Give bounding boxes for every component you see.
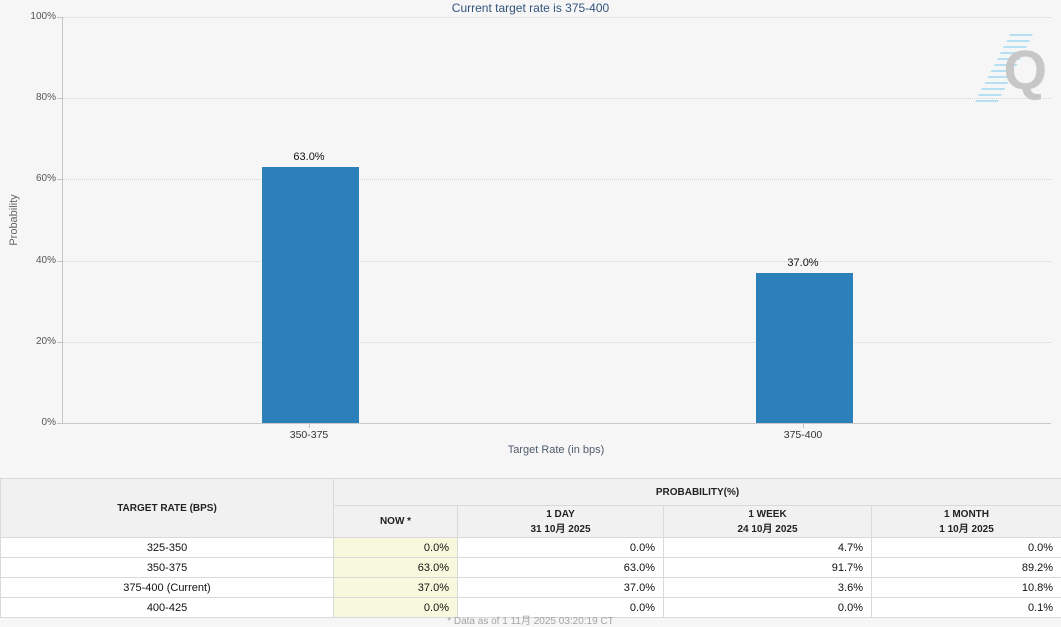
gridline	[63, 179, 1051, 180]
rate-cell: 350-375	[1, 558, 334, 578]
y-tick-mark	[57, 17, 62, 18]
value-cell: 63.0%	[458, 558, 664, 578]
value-cell: 4.7%	[664, 538, 872, 558]
bar-value-label: 37.0%	[787, 257, 818, 269]
rate-cell: 375-400 (Current)	[1, 578, 334, 598]
value-cell: 37.0%	[458, 578, 664, 598]
chart-title: Current target rate is 375-400	[0, 1, 1061, 15]
quikstrike-watermark: Q	[973, 34, 1049, 110]
value-cell: 89.2%	[872, 558, 1061, 578]
x-axis-title: Target Rate (in bps)	[62, 444, 1050, 456]
gridline	[63, 17, 1051, 18]
y-tick-label: 100%	[0, 11, 56, 22]
now-value-cell: 0.0%	[334, 538, 458, 558]
watermark-q-icon: Q	[1003, 42, 1047, 98]
col-header-now: NOW *	[334, 506, 458, 538]
y-tick-label: 20%	[0, 336, 56, 347]
x-tick-mark	[309, 424, 310, 428]
y-tick-mark	[57, 423, 62, 424]
value-cell: 0.0%	[458, 538, 664, 558]
value-cell: 91.7%	[664, 558, 872, 578]
x-tick-label: 350-375	[290, 429, 329, 441]
probability-table: TARGET RATE (BPS) PROBABILITY(%) NOW * 1…	[0, 478, 1061, 618]
probability-group-header: PROBABILITY(%)	[334, 479, 1061, 506]
y-axis-title: Probability	[8, 194, 20, 245]
value-cell: 10.8%	[872, 578, 1061, 598]
target-rate-header: TARGET RATE (BPS)	[1, 479, 334, 538]
gridline	[63, 342, 1051, 343]
now-value-cell: 37.0%	[334, 578, 458, 598]
now-value-cell: 63.0%	[334, 558, 458, 578]
y-tick-label: 0%	[0, 417, 56, 428]
bar-value-label: 63.0%	[293, 151, 324, 163]
x-tick-mark	[803, 424, 804, 428]
gridline	[63, 98, 1051, 99]
table-row: 375-400 (Current)37.0%37.0%3.6%10.8%	[1, 578, 1061, 598]
y-tick-mark	[57, 179, 62, 180]
y-tick-mark	[57, 342, 62, 343]
probability-bar[interactable]	[756, 273, 853, 423]
value-cell: 0.0%	[872, 538, 1061, 558]
probability-bar[interactable]	[262, 167, 359, 423]
probability-chart: Current target rate is 375-400 Probabili…	[0, 0, 1061, 470]
y-tick-mark	[57, 261, 62, 262]
rate-cell: 325-350	[1, 538, 334, 558]
value-cell: 3.6%	[664, 578, 872, 598]
y-tick-label: 60%	[0, 173, 56, 184]
x-tick-label: 375-400	[784, 429, 823, 441]
y-tick-label: 40%	[0, 255, 56, 266]
gridline	[63, 261, 1051, 262]
y-tick-label: 80%	[0, 92, 56, 103]
y-tick-mark	[57, 98, 62, 99]
plot-area	[62, 17, 1051, 424]
